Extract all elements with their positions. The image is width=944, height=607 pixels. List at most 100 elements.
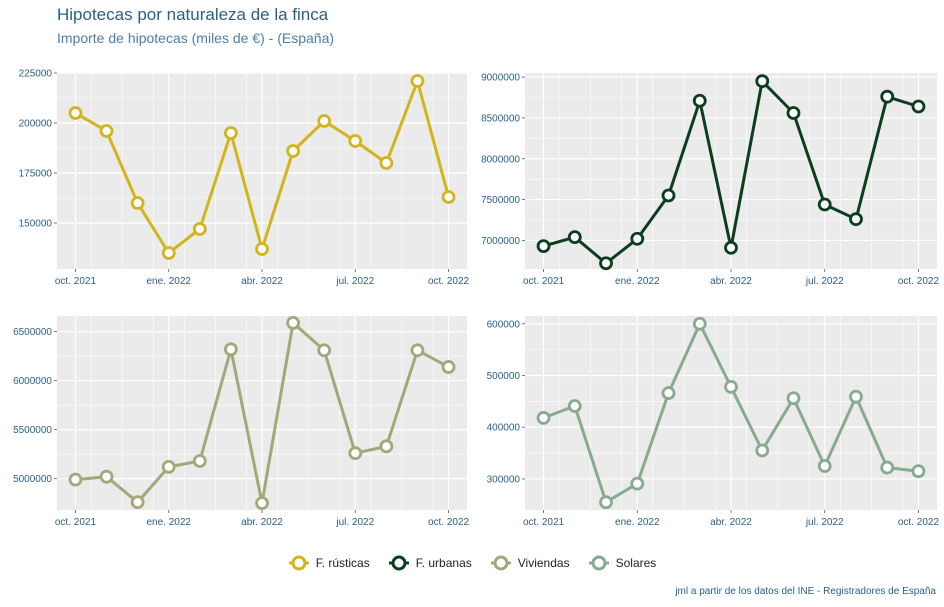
- data-point: [849, 212, 863, 227]
- y-tick-label: 600000: [487, 319, 521, 330]
- data-point: [410, 74, 425, 88]
- data-point: [255, 242, 269, 256]
- x-tick-label: oct. 2021: [523, 517, 565, 528]
- y-tick-label: 8000000: [481, 154, 520, 165]
- data-point: [880, 89, 895, 104]
- data-point: [599, 495, 613, 510]
- data-point: [286, 144, 300, 158]
- data-point: [68, 472, 83, 487]
- data-point: [755, 443, 770, 458]
- data-point: [599, 256, 613, 271]
- data-point: [441, 360, 456, 374]
- x-tick-label: abr. 2022: [241, 276, 283, 287]
- data-point: [99, 469, 114, 484]
- y-tick-label: 6500000: [13, 327, 52, 338]
- y-tick-label: 300000: [487, 474, 521, 485]
- y-tick-label: 150000: [19, 219, 53, 230]
- legend-key-icon: [388, 555, 409, 571]
- data-point: [692, 93, 707, 108]
- chart-panel: 150000 175000 200000 225000 oct. 2021 ene. 20…: [19, 69, 470, 288]
- y-tick-label: 175000: [19, 169, 53, 180]
- x-tick-label: oct. 2021: [55, 276, 97, 287]
- source-caption: jml a partir de los datos del INE - Regi…: [675, 586, 936, 597]
- legend-key-icon: [490, 555, 511, 571]
- data-point: [817, 197, 832, 212]
- legend-item: F. urbanas: [388, 552, 472, 574]
- chart-panel: 7000000 7500000 8000000 8500000 9000000 oct. …: [481, 73, 939, 287]
- data-point: [286, 315, 300, 330]
- data-point: [661, 188, 676, 203]
- data-point: [849, 389, 863, 404]
- data-point: [224, 126, 238, 140]
- legend-key-icon: [288, 555, 309, 571]
- data-point: [817, 459, 832, 473]
- x-tick-label: ene. 2022: [615, 276, 660, 287]
- data-point: [192, 454, 207, 468]
- data-point: [99, 124, 114, 138]
- x-tick-label: ene. 2022: [615, 517, 660, 528]
- x-tick-label: ene. 2022: [146, 276, 191, 287]
- data-point: [536, 239, 551, 254]
- data-point: [786, 106, 801, 120]
- legend-key-icon: [588, 555, 609, 571]
- data-point: [692, 316, 707, 331]
- x-tick-label: oct. 2022: [428, 276, 470, 287]
- data-point: [68, 106, 83, 120]
- chart-title: Hipotecas por naturaleza de la finca: [57, 5, 329, 24]
- data-point: [317, 343, 332, 358]
- data-point: [224, 342, 238, 357]
- data-point: [379, 156, 394, 170]
- data-point: [911, 99, 926, 114]
- x-tick-label: abr. 2022: [241, 517, 283, 528]
- data-point: [441, 190, 456, 204]
- y-tick-label: 500000: [487, 371, 521, 382]
- data-point: [192, 222, 207, 236]
- data-point: [348, 134, 363, 148]
- data-point: [911, 464, 926, 479]
- data-point: [755, 74, 770, 89]
- y-tick-label: 6000000: [13, 376, 52, 387]
- y-tick-label: 5000000: [13, 474, 52, 485]
- x-tick-label: abr. 2022: [710, 276, 752, 287]
- data-point: [317, 114, 332, 128]
- x-tick-label: jul. 2022: [805, 276, 844, 287]
- data-point: [786, 391, 801, 406]
- data-point: [255, 496, 269, 511]
- data-point: [567, 399, 582, 413]
- data-point: [567, 230, 582, 245]
- data-point: [880, 460, 895, 475]
- y-tick-label: 400000: [487, 423, 521, 434]
- x-tick-label: ene. 2022: [146, 517, 191, 528]
- y-tick-label: 9000000: [481, 73, 520, 84]
- legend-item: Solares: [588, 552, 657, 574]
- x-tick-label: oct. 2021: [523, 276, 565, 287]
- data-point: [348, 446, 363, 461]
- data-point: [130, 196, 145, 210]
- y-tick-label: 7500000: [481, 195, 520, 206]
- legend: F. rústicas F. urbanas Viviendas Solares: [0, 552, 944, 574]
- x-tick-label: oct. 2021: [55, 517, 97, 528]
- legend-label: F. urbanas: [415, 556, 472, 570]
- legend-label: Viviendas: [517, 556, 570, 570]
- data-point: [161, 459, 176, 474]
- y-tick-label: 200000: [19, 119, 53, 130]
- legend-label: F. rústicas: [315, 556, 370, 570]
- legend-item: F. rústicas: [288, 552, 370, 574]
- x-tick-label: jul. 2022: [805, 517, 844, 528]
- x-tick-label: jul. 2022: [335, 276, 374, 287]
- x-tick-label: oct. 2022: [898, 276, 940, 287]
- legend-label: Solares: [615, 556, 657, 570]
- data-point: [630, 231, 645, 246]
- x-tick-label: oct. 2022: [898, 517, 940, 528]
- x-tick-label: oct. 2022: [428, 517, 470, 528]
- data-point: [410, 343, 425, 358]
- legend-item: Viviendas: [490, 552, 570, 574]
- y-tick-label: 8500000: [481, 113, 520, 124]
- data-point: [724, 240, 738, 255]
- y-tick-label: 7000000: [481, 236, 520, 247]
- chart-panel: 300000 400000 500000 600000 oct. 2021 ene. 20…: [487, 316, 940, 528]
- y-tick-label: 5500000: [13, 425, 52, 436]
- data-point: [724, 379, 738, 394]
- data-point: [130, 495, 145, 510]
